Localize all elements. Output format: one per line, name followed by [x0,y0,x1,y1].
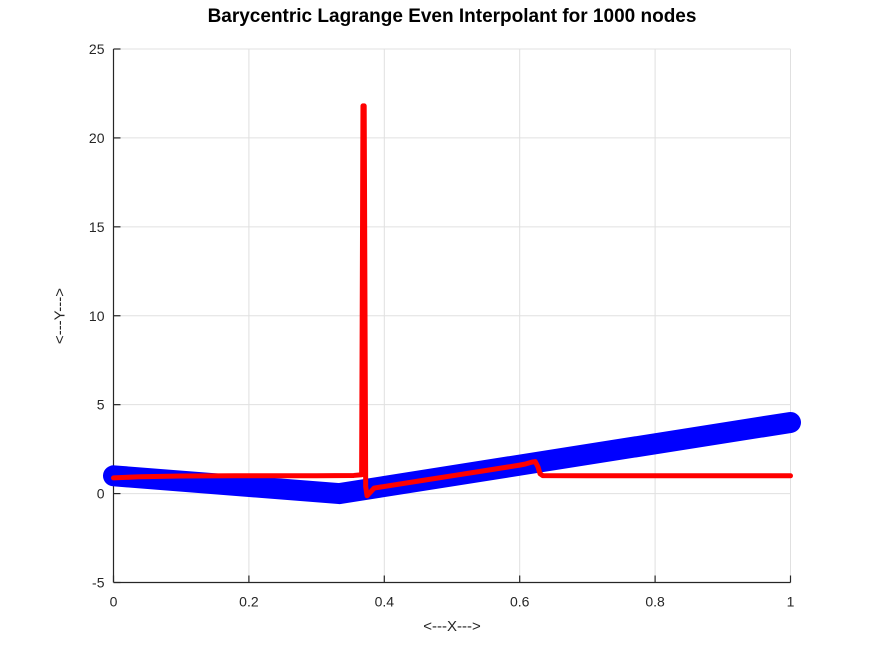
x-tick-label: 0.6 [510,594,530,610]
interpolant-curve-line [111,103,793,499]
chart-title: Barycentric Lagrange Even Interpolant fo… [207,6,697,27]
y-tick-label: 5 [97,397,105,413]
x-tick-label: 1 [787,594,795,610]
x-tick-label: 0.2 [239,594,259,610]
y-tick-label: 10 [89,308,105,324]
x-axis-label: <---X---> [423,618,481,635]
y-tick-label: 20 [89,130,105,146]
y-tick-label: 0 [97,486,105,502]
y-tick-label: -5 [92,575,105,591]
y-tick-label: 25 [89,41,105,57]
x-tick-label: 0.8 [645,594,665,610]
node-data-curve-line [103,411,801,505]
x-tick-label: 0.4 [375,594,395,610]
y-tick-label: 15 [89,219,105,235]
x-tick-label: 0 [110,594,118,610]
